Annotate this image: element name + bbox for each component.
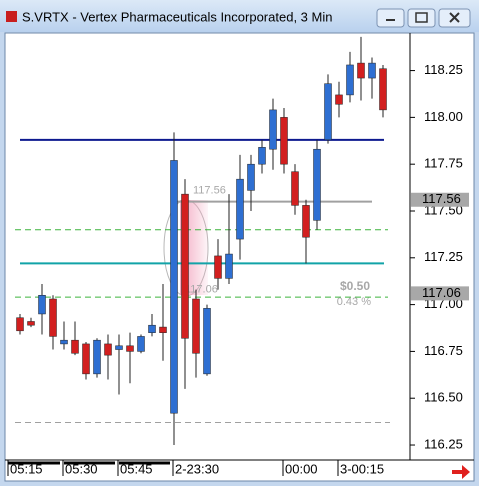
candle-body	[225, 253, 233, 279]
candle-body	[16, 317, 24, 332]
candle-body	[214, 255, 222, 279]
candle-body	[49, 298, 57, 337]
scroll-arrow[interactable]	[452, 465, 470, 479]
price-marker-label: 117.56	[422, 191, 461, 206]
candle-body	[60, 339, 68, 345]
change-annotation: 0.43 %	[337, 296, 371, 308]
candle-body	[346, 64, 354, 96]
price-annotation: 117.06	[185, 283, 218, 295]
candle-body	[170, 160, 178, 414]
candle-body	[291, 171, 299, 206]
y-tick-label: 118.00	[424, 109, 463, 124]
candle-body	[93, 339, 101, 375]
candle-body	[104, 343, 112, 356]
candle-body	[159, 326, 167, 333]
candle-body	[379, 68, 387, 111]
candle-body	[280, 117, 288, 165]
x-tick-label: 05:15	[10, 461, 43, 476]
y-tick-label: 116.50	[424, 390, 463, 405]
candle-body	[269, 109, 277, 150]
candle-body	[137, 336, 145, 352]
candle-body	[82, 343, 90, 375]
x-tick-label: 05:45	[120, 461, 153, 476]
y-tick-label: 117.25	[424, 249, 463, 264]
minimize-icon	[386, 19, 395, 21]
x-tick-label: 05:30	[65, 461, 98, 476]
candle-body	[71, 339, 79, 354]
candle-body	[236, 178, 244, 240]
candle-body	[115, 345, 123, 350]
y-tick-label: 117.75	[424, 156, 463, 171]
x-tick-label: 00:00	[285, 461, 318, 476]
candle-body	[38, 294, 46, 315]
app-icon	[6, 11, 17, 22]
price-marker-box	[411, 192, 469, 207]
y-tick-label: 118.25	[424, 62, 463, 77]
candle-body	[181, 193, 189, 339]
candle-body	[302, 205, 310, 238]
x-tick-label: 3-00:15	[340, 461, 384, 476]
candle-body	[324, 83, 332, 141]
x-tick-label: 2-23:30	[175, 461, 219, 476]
candle-body	[192, 298, 200, 354]
maximize-button[interactable]	[407, 8, 436, 28]
change-annotation: $0.50	[340, 279, 370, 293]
y-tick-label: 116.25	[424, 436, 463, 451]
candle-body	[313, 148, 321, 221]
y-tick-label: 116.75	[424, 343, 463, 358]
price-annotation: 117.56	[193, 185, 226, 197]
candle-body	[335, 94, 343, 105]
maximize-icon	[415, 12, 428, 23]
candle-body	[203, 308, 211, 375]
price-marker-label: 117.06	[422, 285, 461, 300]
minimize-button[interactable]	[376, 8, 405, 28]
candle-body	[357, 62, 365, 79]
price-marker-box	[411, 286, 469, 301]
candle-body	[368, 62, 376, 79]
candle-body	[148, 324, 156, 333]
close-icon	[449, 12, 460, 23]
candle-body	[126, 345, 134, 352]
candle-body	[258, 147, 266, 165]
candle-body	[27, 321, 35, 326]
window-buttons[interactable]	[376, 8, 471, 28]
candle-body	[247, 163, 255, 191]
window-title: S.VRTX - Vertex Pharmaceuticals Incorpor…	[22, 9, 332, 24]
